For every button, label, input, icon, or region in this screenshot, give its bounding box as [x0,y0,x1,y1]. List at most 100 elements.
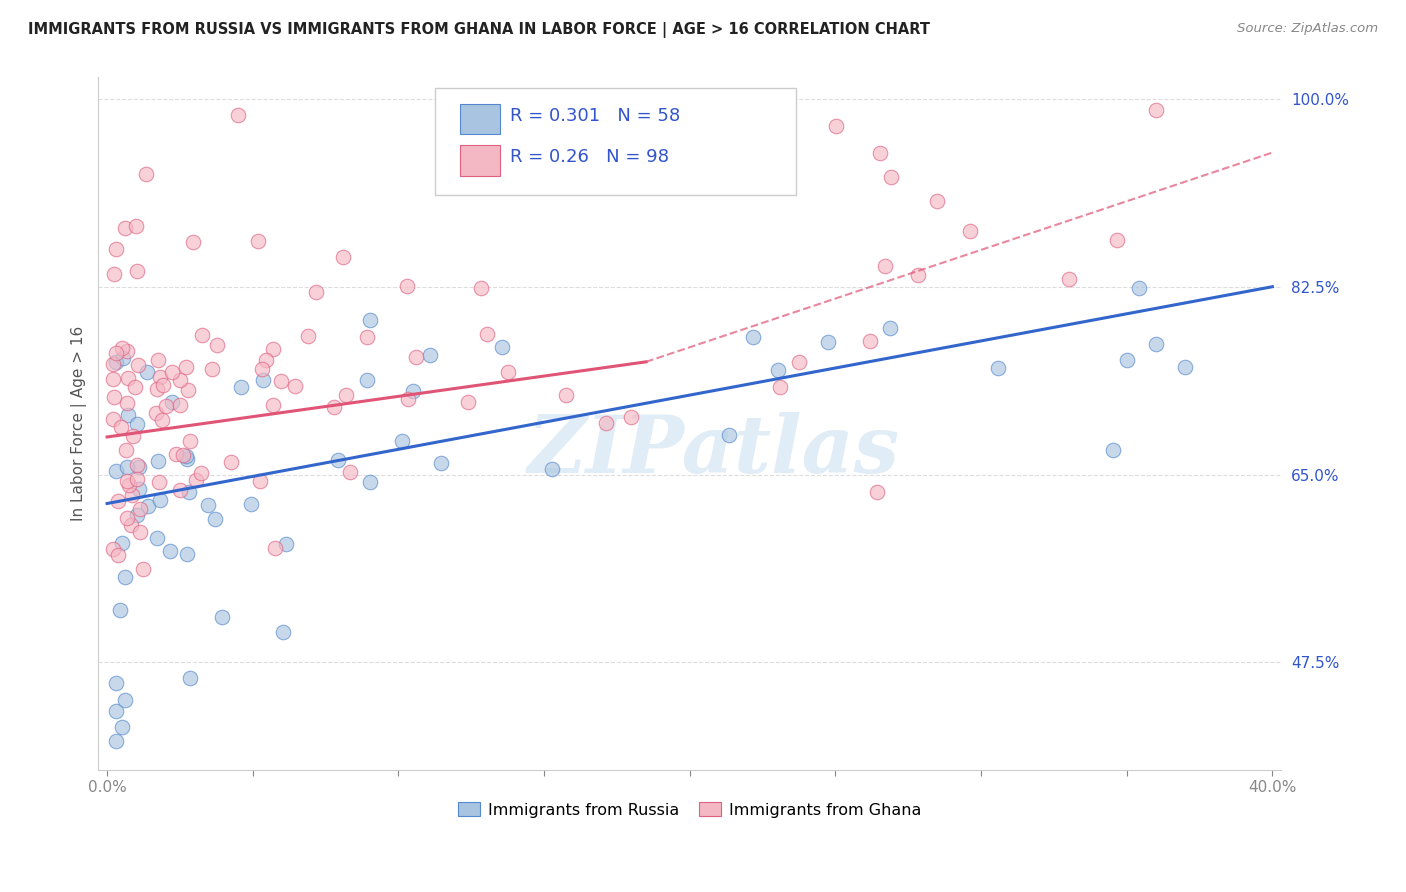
Point [155,399,177,413]
Point [554,387,576,401]
Text: IMMIGRANTS FROM RUSSIA VS IMMIGRANTS FROM GHANA IN LABOR FORCE | AGE > 16 CORREL: IMMIGRANTS FROM RUSSIA VS IMMIGRANTS FRO… [28,22,931,38]
Point [128,460,150,475]
Point [105,242,128,256]
Point [228,108,250,122]
Point [174,359,197,374]
Point [176,452,198,467]
Point [339,466,361,480]
Point [249,474,271,488]
Text: ZIPatlas: ZIPatlas [527,412,900,490]
Point [396,392,419,406]
Point [177,484,200,499]
Point [131,561,153,575]
Point [254,353,277,368]
Point [477,327,499,342]
Point [101,371,124,385]
Point [104,734,127,748]
Point [127,508,149,522]
Point [160,365,183,379]
FancyBboxPatch shape [460,145,501,176]
Point [146,454,169,468]
Point [111,720,134,734]
Point [741,329,763,343]
Point [146,353,169,368]
Point [177,384,200,398]
Point [204,511,226,525]
Point [959,224,981,238]
Point [104,704,127,718]
Point [768,363,790,377]
Point [135,167,157,181]
Point [172,448,194,462]
Point [122,429,145,443]
Point [111,535,134,549]
Point [165,447,187,461]
Point [117,511,139,525]
Point [271,624,294,639]
Point [136,365,159,379]
Point [127,417,149,431]
Point [322,400,344,414]
Point [121,488,143,502]
Point [359,312,381,326]
Point [129,502,152,516]
Point [117,371,139,385]
Point [332,250,354,264]
Point [879,169,901,184]
Point [103,390,125,404]
Point [190,467,212,481]
Point [179,434,201,448]
Point [128,482,150,496]
Point [859,334,882,348]
Point [114,570,136,584]
Point [869,146,891,161]
Point [359,475,381,489]
Point [927,194,949,208]
Point [391,434,413,448]
Point [274,537,297,551]
Point [127,458,149,472]
Point [405,350,427,364]
Point [824,120,846,134]
Point [231,380,253,394]
Point [262,342,284,356]
Point [115,396,138,410]
Point [270,375,292,389]
Point [115,343,138,358]
Text: R = 0.301   N = 58: R = 0.301 N = 58 [510,106,681,125]
Point [112,351,135,365]
Point [146,382,169,396]
Point [159,543,181,558]
Point [907,268,929,283]
Point [264,541,287,555]
Point [124,380,146,394]
Point [240,497,263,511]
Point [817,335,839,350]
Point [262,398,284,412]
Point [873,259,896,273]
Point [1128,281,1150,295]
Point [1144,103,1167,117]
Point [114,443,136,458]
Point [470,280,492,294]
Legend: Immigrants from Russia, Immigrants from Ghana: Immigrants from Russia, Immigrants from … [451,796,928,824]
FancyBboxPatch shape [436,87,796,195]
Point [114,220,136,235]
Point [124,219,146,233]
Point [110,420,132,434]
Point [1144,337,1167,351]
Point [107,549,129,563]
Point [595,416,617,430]
Point [200,362,222,376]
Point [1057,272,1080,286]
Point [335,388,357,402]
Point [127,472,149,486]
Point [127,263,149,277]
Point [879,321,901,335]
Point [118,478,141,492]
Point [117,408,139,422]
Point [211,610,233,624]
Y-axis label: In Labor Force | Age > 16: In Labor Force | Age > 16 [72,326,87,521]
Point [304,285,326,299]
Point [136,500,159,514]
